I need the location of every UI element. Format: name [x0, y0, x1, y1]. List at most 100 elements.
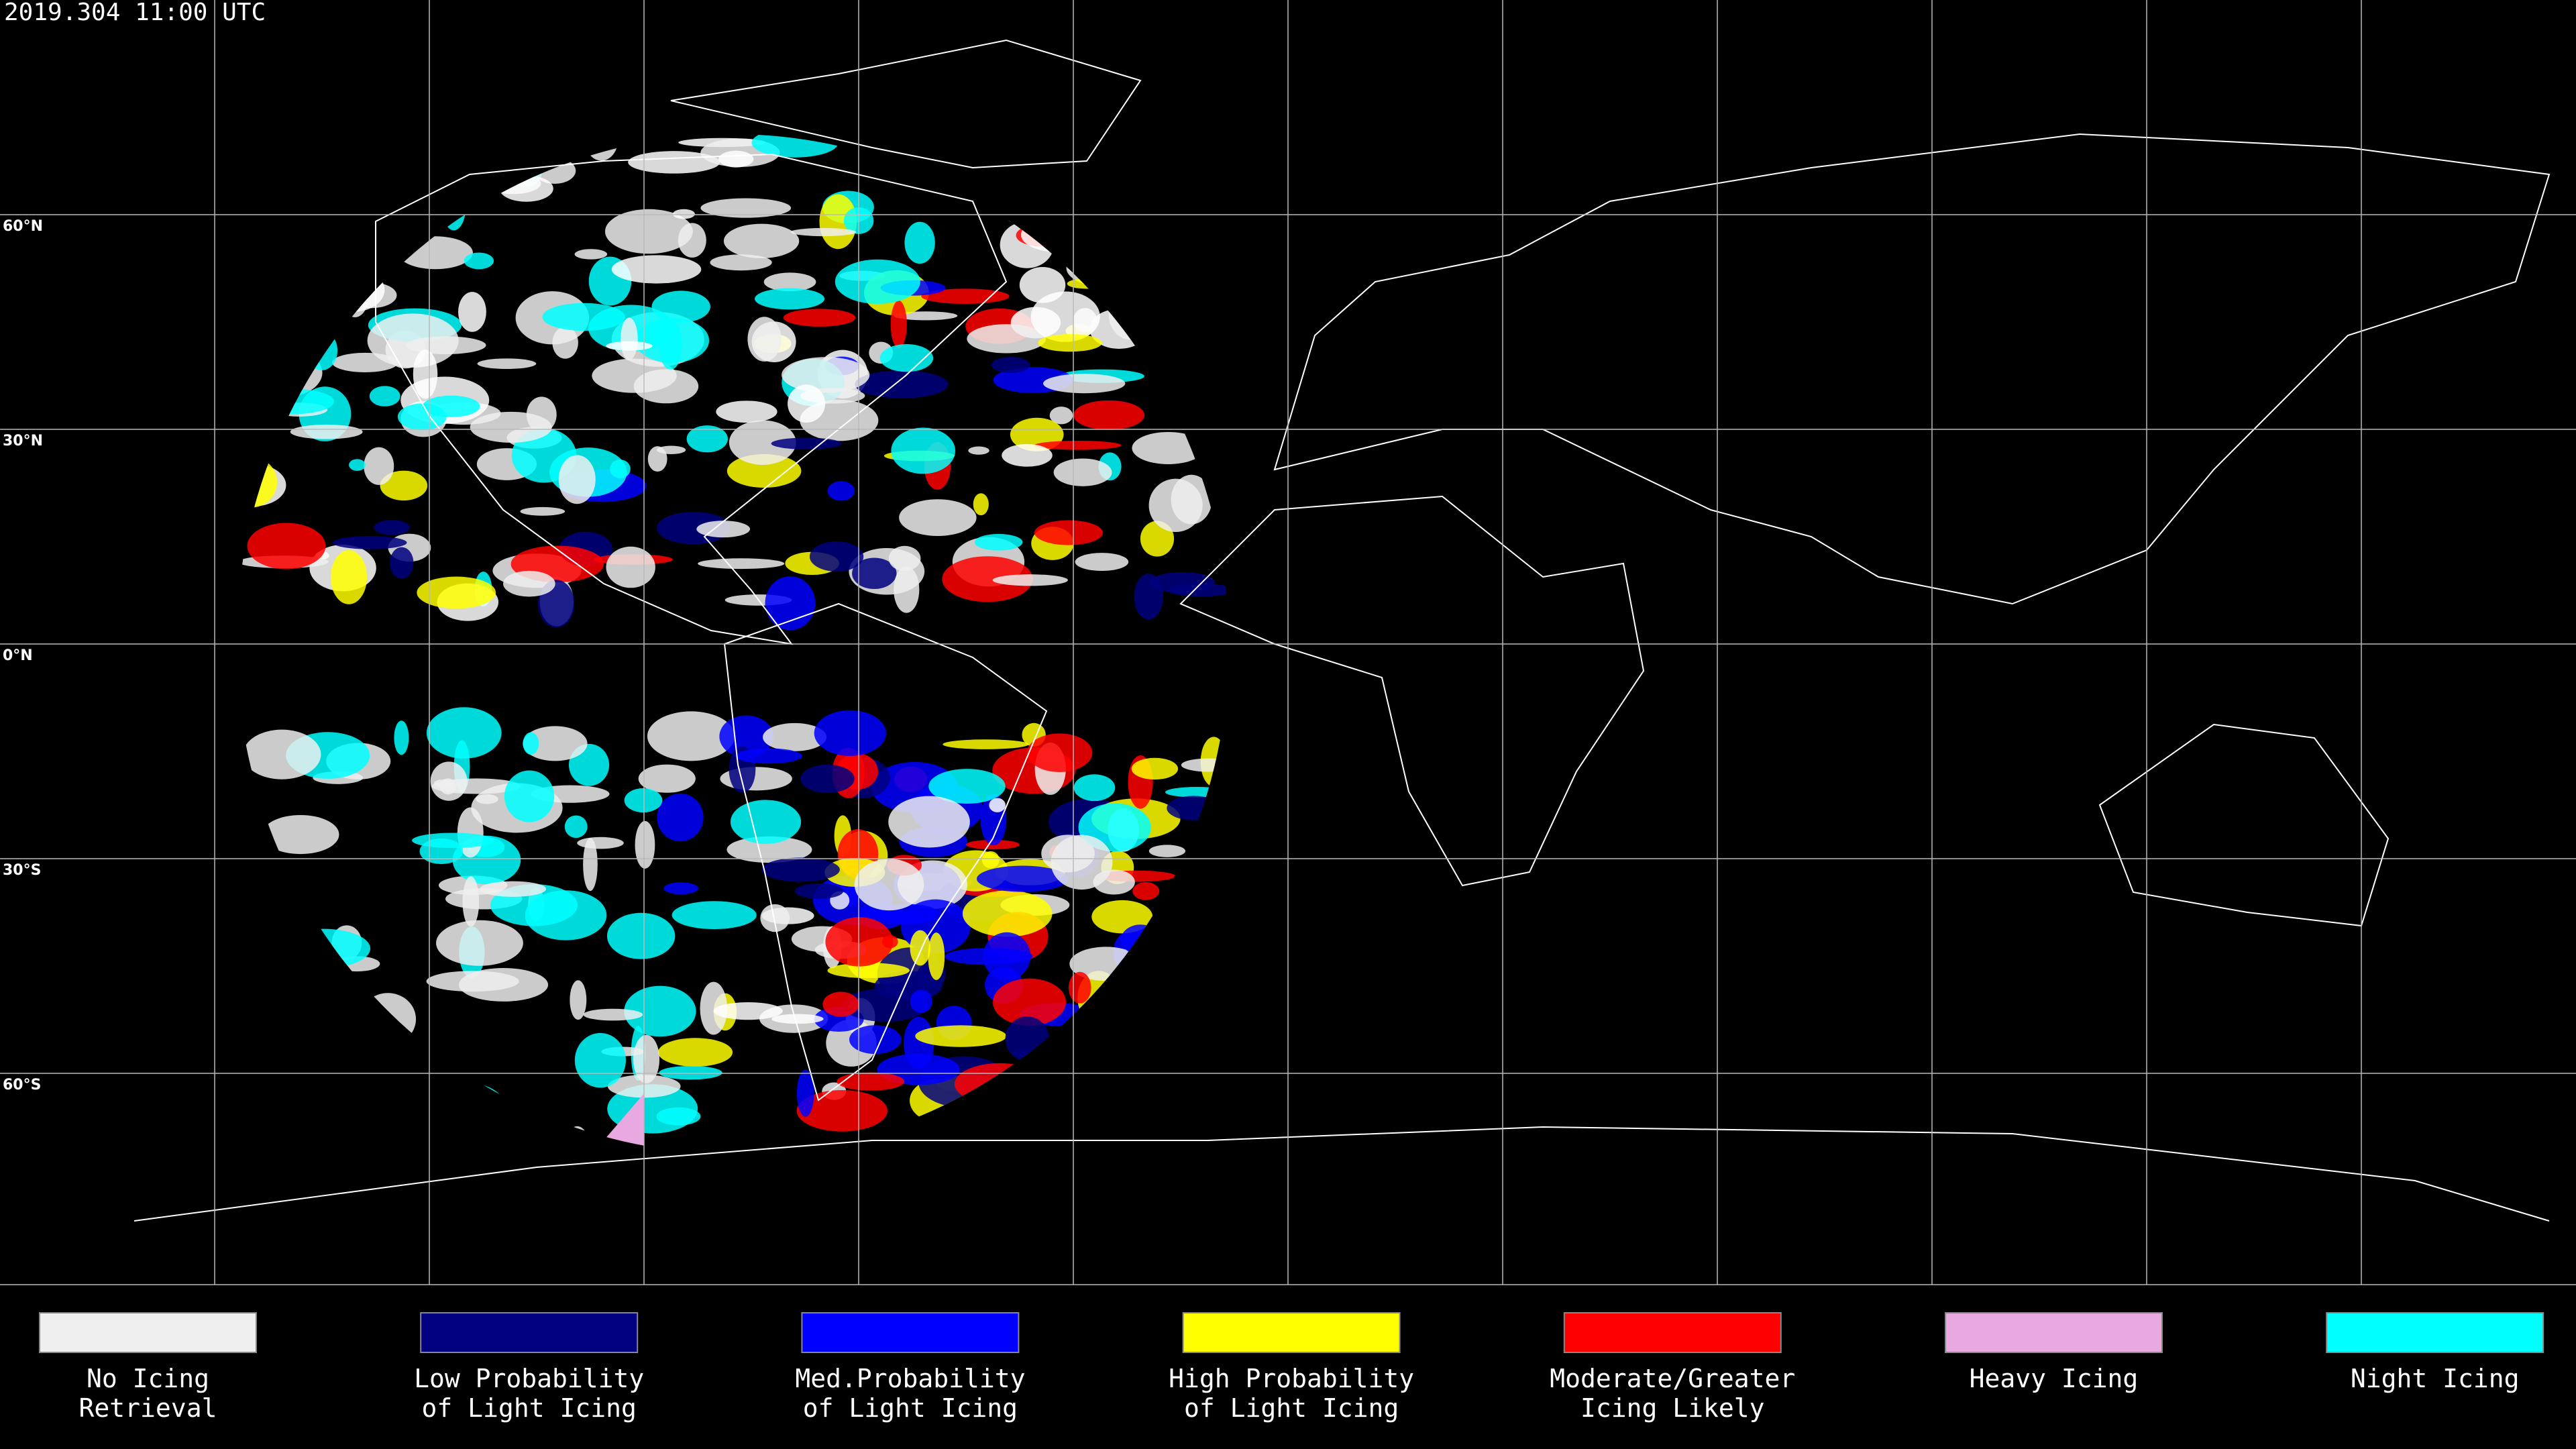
- cloud-patch: [656, 1107, 701, 1126]
- cloud-patch: [247, 523, 326, 570]
- latitude-label: 30°S: [3, 862, 41, 879]
- cloud-patch: [760, 904, 790, 932]
- cloud-patch: [718, 150, 754, 168]
- cloud-patch: [899, 499, 977, 536]
- cloud-patch: [686, 425, 728, 453]
- cloud-patch: [431, 778, 522, 794]
- cloud-patch: [523, 726, 588, 761]
- legend-swatch: [1563, 1312, 1782, 1353]
- cloud-patch: [1075, 553, 1129, 572]
- cloud-patch: [747, 317, 782, 362]
- cloud-patch: [610, 460, 631, 478]
- cloud-patch: [364, 447, 394, 485]
- cloud-patch: [794, 883, 844, 899]
- cloud-patch: [606, 912, 676, 959]
- cloud-patch: [458, 292, 486, 332]
- cloud-patch: [1132, 431, 1205, 465]
- cloud-patch: [888, 545, 921, 572]
- cloud-patch: [976, 865, 1069, 892]
- cloud-patch: [426, 707, 502, 759]
- cloud-patch: [542, 303, 625, 331]
- cloud-patch: [574, 1032, 626, 1088]
- cloud-patch: [480, 881, 547, 897]
- legend-label: Icing Likely: [1580, 1393, 1765, 1423]
- latitude-label: 30°N: [3, 433, 43, 449]
- cloud-patch: [657, 793, 704, 842]
- cloud-patch: [394, 720, 409, 755]
- cloud-patch: [827, 963, 910, 979]
- cloud-patch: [638, 764, 696, 793]
- cloud-patch: [1053, 458, 1112, 486]
- cloud-patch: [380, 470, 428, 501]
- legend-swatch: [1182, 1312, 1401, 1353]
- cloud-patch: [796, 1089, 888, 1132]
- cloud-patch: [1073, 400, 1145, 430]
- cloud-patch: [243, 729, 321, 780]
- cloud-patch: [390, 547, 414, 579]
- cloud-patch: [583, 1008, 643, 1021]
- cloud-patch: [981, 851, 1000, 869]
- cloud-patch: [783, 309, 856, 327]
- cloud-patch: [657, 1038, 733, 1067]
- legend-label: Heavy Icing: [1970, 1364, 2139, 1393]
- cloud-patch: [1026, 733, 1093, 772]
- cloud-patch: [1148, 478, 1203, 533]
- latitude-label: 60°N: [3, 218, 43, 235]
- cloud-patch: [983, 932, 1031, 981]
- cloud-patch: [727, 836, 812, 863]
- cloud-patch: [696, 521, 751, 538]
- legend-swatch: [2326, 1312, 2544, 1353]
- cloud-patch: [477, 358, 537, 369]
- legend-label: High Probability: [1169, 1364, 1414, 1393]
- cloud-patch: [436, 920, 523, 966]
- cloud-patch: [788, 384, 826, 423]
- cloud-patch: [782, 357, 870, 393]
- legend-swatch: [39, 1312, 257, 1353]
- cloud-patch: [412, 833, 494, 849]
- graticule: [0, 0, 2576, 1285]
- cloud-patch: [422, 395, 480, 417]
- cloud-patch: [1148, 845, 1186, 857]
- cloud-patch: [735, 748, 802, 764]
- cloud-patch: [611, 255, 702, 284]
- cloud-patch: [633, 369, 699, 404]
- cloud-patch: [993, 978, 1067, 1026]
- cloud-patch: [464, 252, 494, 270]
- cloud-patch: [574, 249, 608, 260]
- cloud-patch: [659, 320, 682, 370]
- cloud-patch: [910, 989, 932, 1013]
- legend-label: Low Probability: [414, 1364, 644, 1393]
- cloud-patch: [842, 988, 928, 1022]
- satellite-imagery: [236, 134, 1229, 1154]
- cloud-patch: [729, 420, 796, 465]
- cloud-patch: [915, 1025, 1007, 1047]
- cloud-patch: [700, 198, 792, 218]
- cloud-patch: [942, 556, 1033, 602]
- cloud-patch: [700, 981, 728, 1035]
- legend-swatch: [801, 1312, 1020, 1353]
- cloud-patch: [796, 1069, 814, 1117]
- cloud-patch: [723, 223, 800, 258]
- cloud-patch: [635, 820, 655, 869]
- legend-label: Night Icing: [2351, 1364, 2520, 1393]
- cloud-patch: [369, 386, 400, 407]
- cloud-patch: [564, 815, 588, 839]
- latitude-label: 0°N: [3, 647, 33, 664]
- cloud-patch: [333, 536, 407, 549]
- cloud-patch: [852, 557, 897, 590]
- cloud-patch: [991, 356, 1030, 374]
- cloud-patch: [962, 890, 1053, 937]
- cloud-patch: [910, 930, 930, 966]
- cloud-patch: [462, 876, 480, 927]
- cloud-patch: [916, 965, 934, 991]
- cloud-patch: [606, 341, 653, 351]
- cloud-patch: [405, 336, 486, 354]
- cloud-patch: [771, 1014, 824, 1024]
- cloud-patch: [570, 980, 587, 1020]
- heavy-icing-patch: [604, 1093, 644, 1147]
- cloud-patch: [624, 985, 696, 1037]
- cloud-patch: [989, 798, 1006, 812]
- cloud-patch: [894, 311, 958, 321]
- cloud-patch: [973, 493, 989, 516]
- cloud-patch: [651, 290, 710, 323]
